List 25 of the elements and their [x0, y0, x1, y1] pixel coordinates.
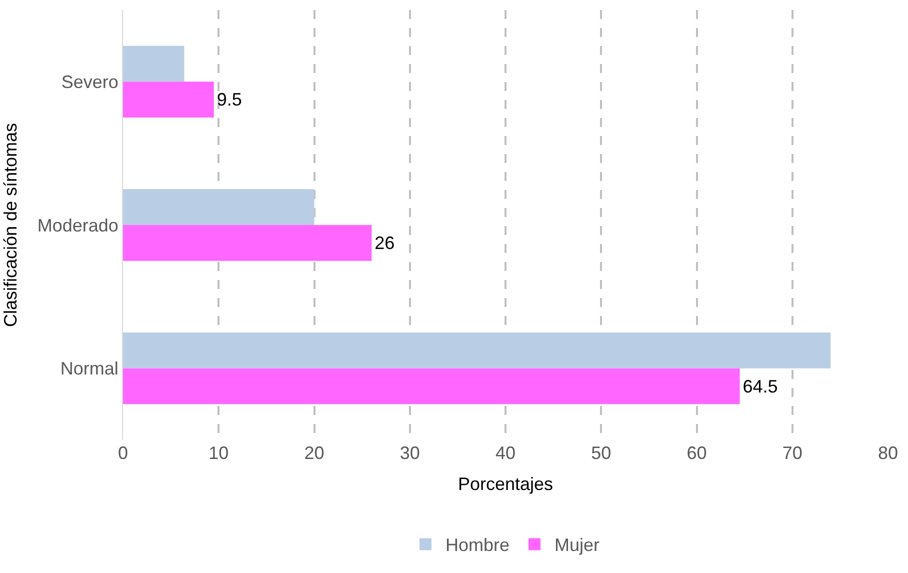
- x-tick-label: 70: [782, 443, 802, 463]
- x-tick-label: 40: [495, 443, 516, 463]
- bar: [123, 225, 372, 261]
- y-axis-title: Clasificación de síntomas: [0, 122, 21, 328]
- bar: [123, 82, 214, 118]
- data-label: 64.5: [742, 376, 778, 396]
- y-tick-label: Severo: [61, 72, 118, 92]
- legend-label: Mujer: [554, 535, 600, 556]
- x-tick-label: 80: [878, 443, 898, 463]
- x-tick-label: 0: [118, 443, 128, 463]
- bar: [123, 189, 314, 225]
- x-tick-label: 50: [591, 443, 612, 463]
- bar: [123, 46, 184, 82]
- data-label: 26: [374, 232, 395, 253]
- legend-label: Hombre: [446, 535, 510, 556]
- y-tick-label: Moderado: [37, 215, 118, 236]
- x-tick-label: 60: [686, 443, 707, 463]
- bar: [123, 332, 831, 368]
- x-axis-title: Porcentajes: [458, 474, 554, 494]
- data-label: 9.5: [216, 90, 242, 110]
- x-tick-label: 30: [400, 443, 420, 463]
- x-tick-label: 10: [208, 443, 229, 463]
- bar: [123, 368, 740, 404]
- x-tick-label: 20: [304, 443, 324, 463]
- y-tick-label: Normal: [60, 358, 118, 379]
